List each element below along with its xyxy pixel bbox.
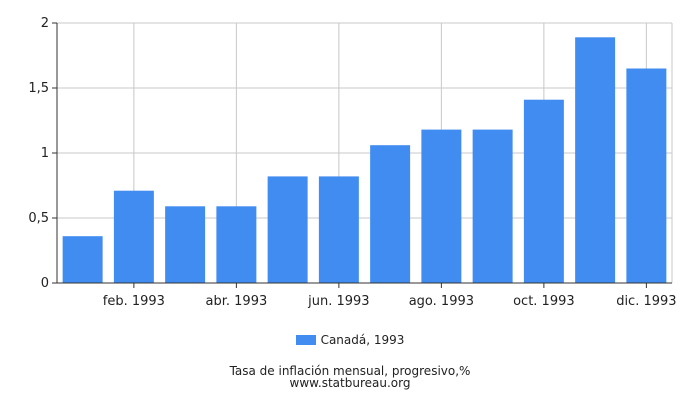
x-tick-label: jun. 1993 (307, 294, 369, 309)
source-url: www.statbureau.org (289, 376, 411, 390)
x-tick-label: oct. 1993 (513, 294, 575, 309)
bar (626, 68, 667, 283)
y-tick-label: 0 (41, 276, 49, 291)
bar (113, 190, 154, 283)
bar (165, 206, 206, 283)
bar (318, 176, 359, 283)
bar (62, 236, 103, 283)
y-tick-label: 0,5 (28, 211, 49, 226)
bar (421, 129, 462, 283)
bar (575, 37, 616, 283)
labels-layer: 0 0,5 1 1,5 2 feb. 1993 abr. 1993 jun. 1993 ago.… (28, 16, 676, 309)
bar (216, 206, 257, 283)
bar (472, 129, 513, 283)
y-tick-label: 2 (41, 16, 49, 31)
chart-title: Tasa de inflación mensual, progresivo,% (229, 364, 471, 378)
axis-layer (52, 22, 672, 288)
y-tick-label: 1 (41, 146, 49, 161)
legend-label: Canadá, 1993 (320, 333, 405, 347)
x-tick-label: abr. 1993 (206, 294, 268, 309)
legend-swatch (295, 335, 316, 345)
bar-chart: 0 0,5 1 1,5 2 feb. 1993 abr. 1993 jun. 1993 ago.… (28, 16, 676, 309)
legend: Canadá, 1993 (0, 333, 700, 347)
x-tick-label: feb. 1993 (103, 294, 165, 309)
bar (370, 145, 411, 283)
y-tick-label: 1,5 (28, 81, 49, 96)
x-tick-label: ago. 1993 (409, 294, 474, 309)
x-tick-label: dic. 1993 (616, 294, 676, 309)
bars-layer (62, 37, 667, 283)
bar (267, 176, 308, 283)
bar (523, 99, 564, 283)
